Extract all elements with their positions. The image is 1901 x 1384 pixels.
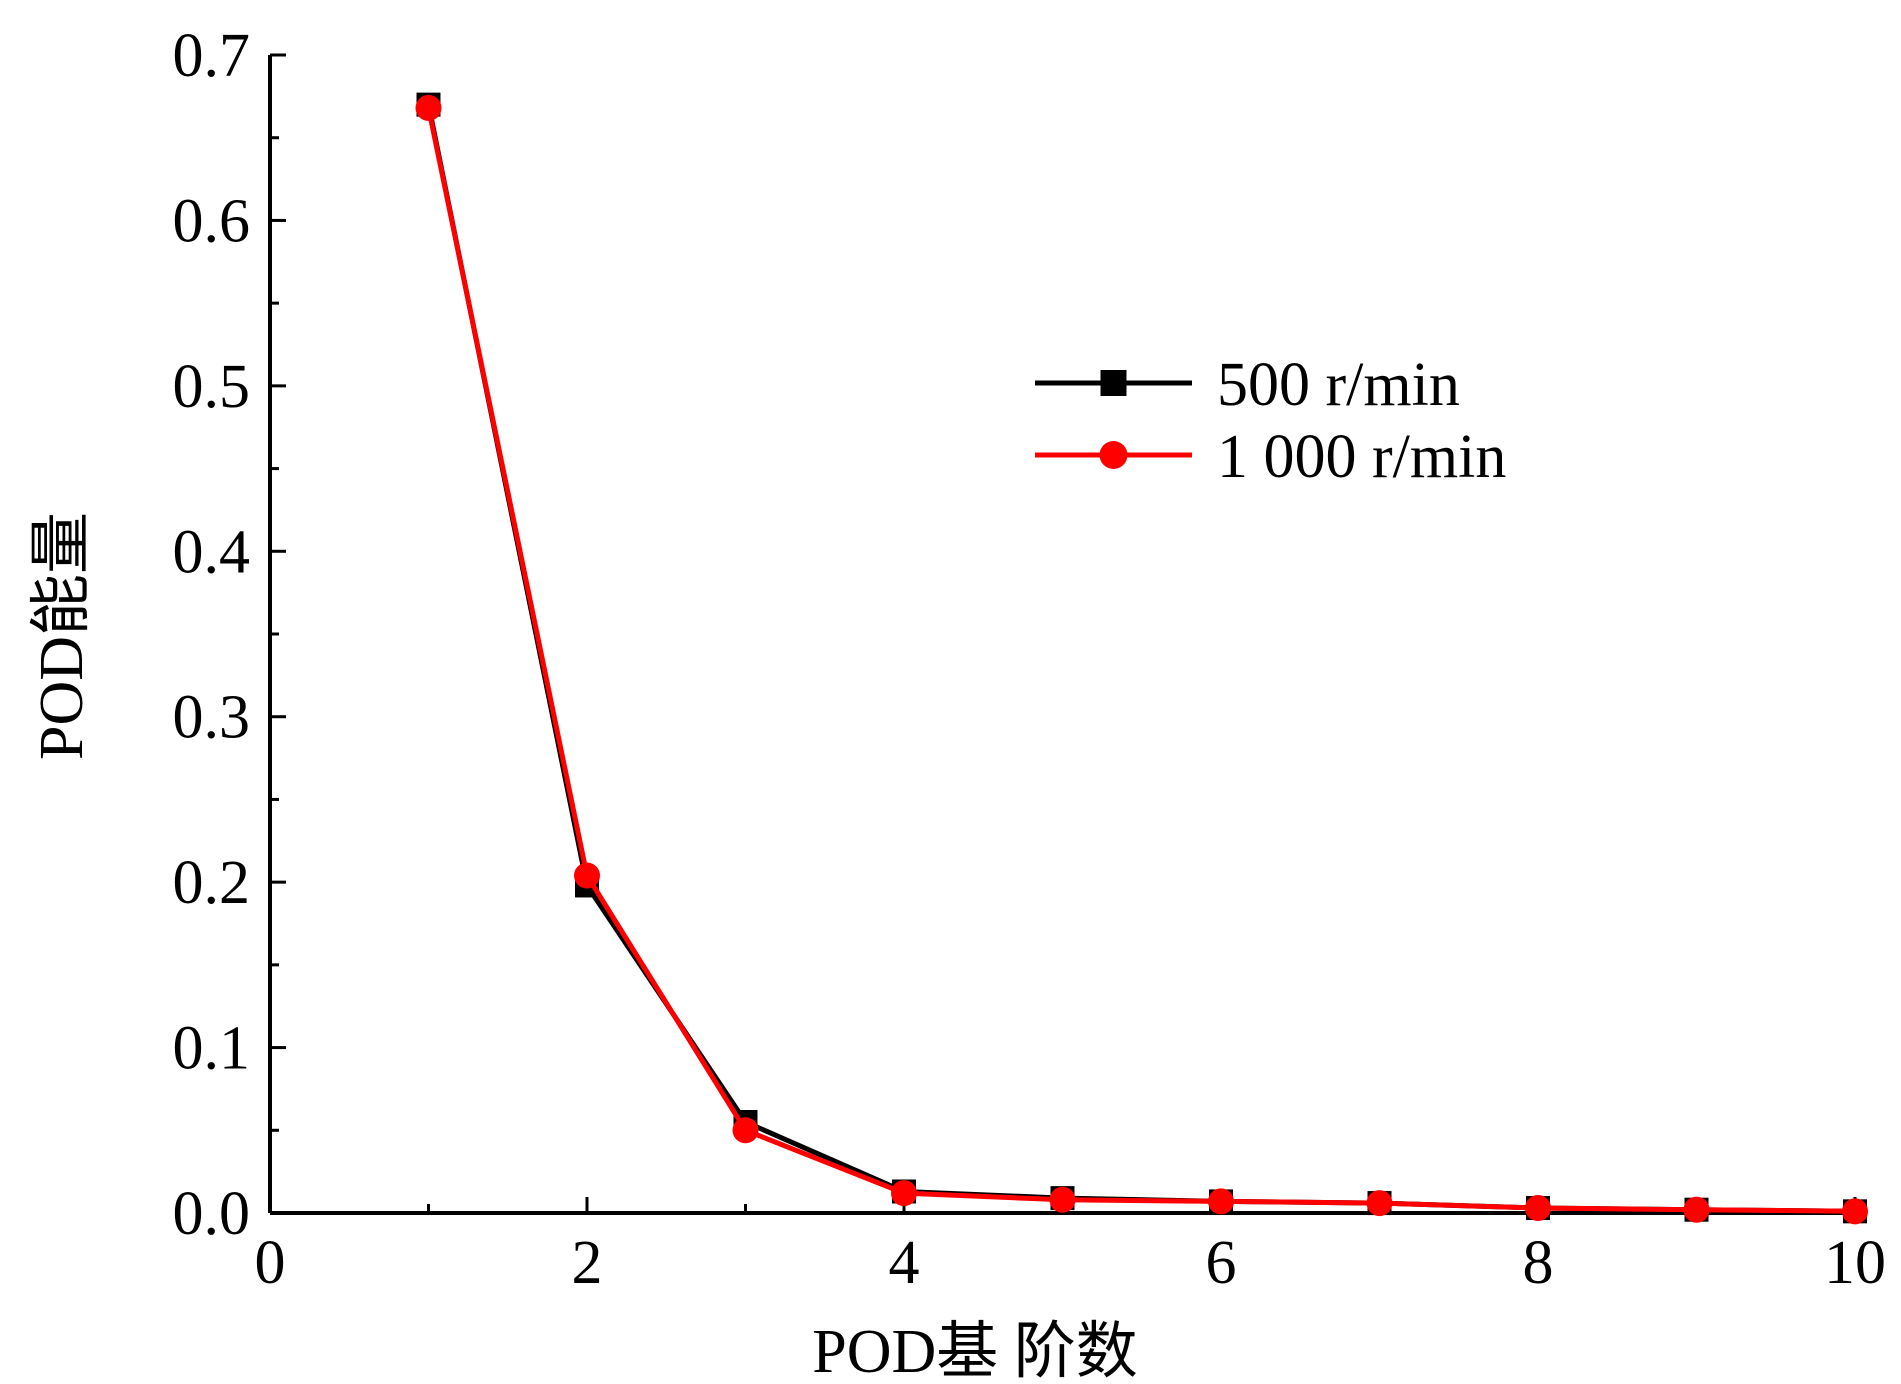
series-line bbox=[426, 107, 1856, 1214]
x-axis-title: POD基 阶数 bbox=[812, 1318, 1138, 1384]
data-point-circle bbox=[1842, 1198, 1868, 1225]
y-tick-label: 0.4 bbox=[173, 518, 251, 586]
x-tick-label: 6 bbox=[1206, 1229, 1237, 1297]
data-point-circle bbox=[1525, 1195, 1551, 1222]
data-point-circle bbox=[1683, 1196, 1710, 1223]
x-tick-label: 8 bbox=[1523, 1229, 1554, 1297]
legend-item: 1 000 r/min bbox=[1035, 423, 1506, 491]
legend-marker-circle bbox=[1099, 441, 1128, 469]
data-point-circle bbox=[1366, 1190, 1393, 1217]
y-tick-label: 0.7 bbox=[173, 22, 251, 90]
series-line bbox=[426, 104, 1856, 1214]
x-tick-label: 10 bbox=[1824, 1229, 1886, 1297]
series-2 bbox=[415, 94, 1868, 1225]
series-layer bbox=[415, 92, 1868, 1225]
data-point-circle bbox=[574, 862, 600, 889]
axes: 0.0 0.1 0.2 0.3 0.4 0.5 0.6 0.7 0 2 4 6 8 10 bbox=[173, 22, 1887, 1297]
x-tick-label: 4 bbox=[889, 1229, 920, 1297]
y-axis-title: POD能量 bbox=[28, 512, 96, 760]
data-point-circle bbox=[732, 1117, 759, 1144]
data-point-circle bbox=[1208, 1188, 1234, 1215]
y-tick-label: 0.3 bbox=[173, 684, 251, 752]
y-tick-label: 0.0 bbox=[173, 1180, 251, 1248]
data-point-circle bbox=[891, 1180, 917, 1207]
legend-item: 500 r/min bbox=[1035, 351, 1460, 419]
y-tick-label: 0.2 bbox=[173, 849, 251, 917]
data-point-circle bbox=[415, 94, 442, 121]
x-tick-label: 2 bbox=[572, 1229, 603, 1297]
y-tick-label: 0.1 bbox=[173, 1015, 251, 1083]
y-tick-label: 0.6 bbox=[173, 187, 251, 255]
y-tick-label: 0.5 bbox=[173, 353, 251, 421]
legend-marker-square bbox=[1100, 370, 1127, 396]
legend-label: 500 r/min bbox=[1217, 351, 1460, 419]
data-point-circle bbox=[1049, 1186, 1076, 1213]
series-1 bbox=[416, 92, 1867, 1224]
legend-label: 1 000 r/min bbox=[1217, 423, 1506, 491]
x-tick-label: 0 bbox=[255, 1229, 286, 1297]
